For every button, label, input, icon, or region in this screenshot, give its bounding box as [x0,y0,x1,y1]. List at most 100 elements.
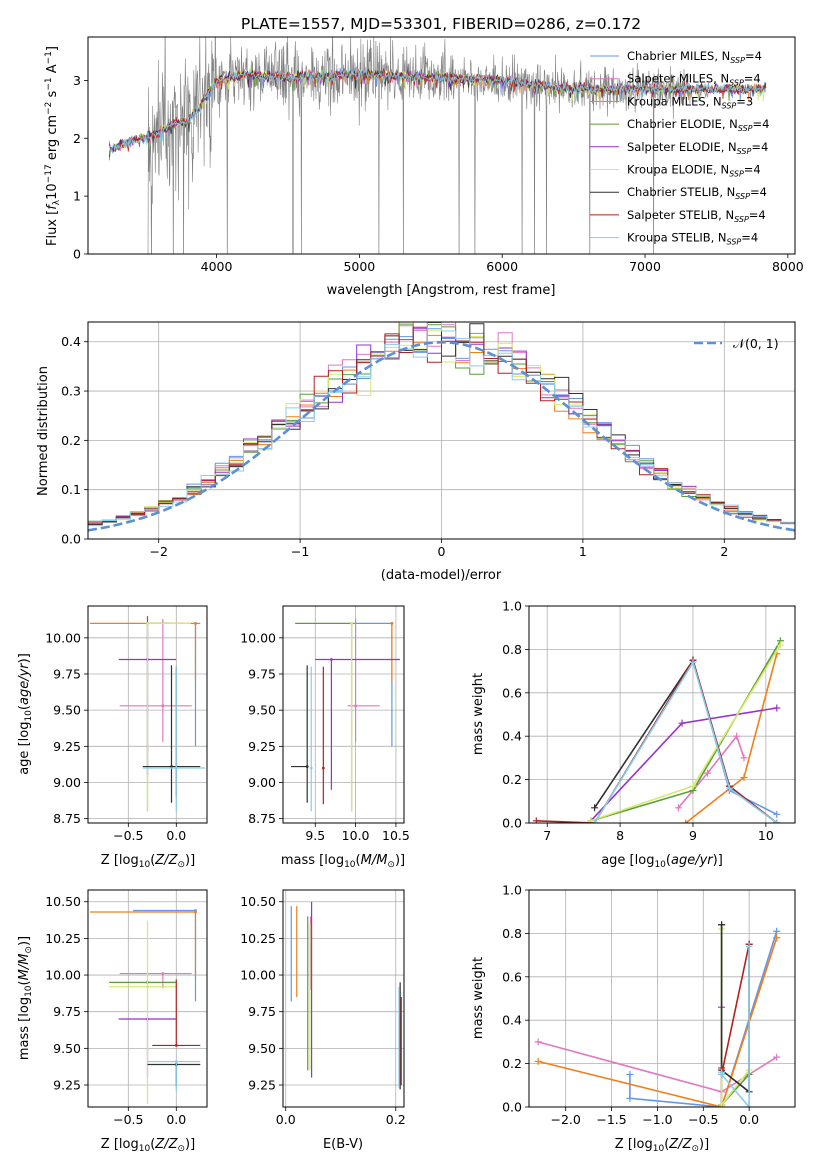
label-part: )] [185,1137,195,1152]
residual-histogram [88,322,795,539]
axes-frame [87,605,208,824]
weight-point-marker [534,1057,542,1065]
weight-point-marker [704,769,712,777]
label-part: 10 [45,183,60,200]
weight-point-marker [626,1070,634,1078]
data-point [174,1060,178,1063]
x-tick-label: 9 [689,828,697,843]
label-part: erg cm [45,115,60,164]
x-tick-label: 2 [720,544,728,559]
label-part: Z/Z [668,1137,692,1152]
label-part: )] [395,853,405,868]
y-tick-label: 9.75 [248,1004,276,1019]
label-part: Z [ [101,1137,119,1152]
label-part: 10 [24,710,34,722]
x-tick-label: −0.5 [688,1112,718,1127]
weight-point-marker [745,942,753,950]
y-tick-label: 10.00 [240,630,276,645]
y-tick-label: 10.00 [45,630,81,645]
weight-point-marker [733,732,741,740]
x-axis-label: age [log10(age/yr)] [601,853,723,870]
label-part: log [635,853,655,868]
figure-title: PLATE=1557, MJD=53301, FIBERID=0286, z=0… [241,15,641,33]
x-tick-label: −1 [291,544,309,559]
x-tick-label: −0.5 [113,828,143,843]
y-tick-label: 10.50 [240,894,276,909]
x-tick-label: 10 [758,828,774,843]
x-axis-label: wavelength [Angstrom, rest frame] [327,283,556,298]
weight-point-marker [718,921,726,929]
x-tick-label: 0.0 [276,1112,296,1127]
y-tick-label: 0.8 [502,926,522,941]
legend-label-text: Chabrier STELIB, N [627,185,735,199]
y-tick-label: 0.2 [61,433,81,448]
label-part: ⊙ [177,860,185,870]
y-axis-label: mass [log10(M/M⊙)] [17,936,34,1060]
label-part: ( [150,853,155,868]
legend-label-suffix: =4 [753,117,770,131]
legend-label-sub: SSP [729,79,744,88]
spectrum-panel: 4000 5000 6000 7000 8000 0 1 2 3 wavelength [Angs… [44,36,804,298]
label-part: ( [356,853,361,868]
label-part: −1 [44,77,54,90]
label-part: Flux [ [45,210,60,246]
model-spectrum-line [109,67,767,152]
y-tick-label: 9.50 [53,1041,81,1056]
plot-area [89,909,201,1105]
y-tick-label: 0.4 [502,1013,522,1028]
label-part: M/M [361,853,388,868]
weight-point-marker [773,819,781,823]
plot-area [532,637,784,823]
weight-point-marker [776,641,784,649]
y-axis-label: mass weight [471,957,486,1039]
weight-point-marker [745,1103,753,1107]
weight-point-marker [532,817,540,823]
y-tick-label: 0.0 [502,816,522,831]
axes-frame [528,889,796,1108]
label-part: )] [17,653,32,663]
label-part: Z [ [101,853,119,868]
y-tick-label: 9.00 [53,775,81,790]
label-part: f [45,203,60,210]
axes-frame [528,605,796,824]
y-axis-label: Normed distribution [36,366,51,496]
label-part: )] [699,1137,709,1152]
legend-label-text: Kroupa STELIB, N [627,231,727,245]
label-part: log [17,722,32,742]
x-tick-label: 0.2 [386,1112,406,1127]
legend-label-text: Kroupa ELODIE, N [627,163,729,177]
data-point [321,766,325,770]
x-tick-label: 8000 [772,259,804,274]
label-part: −17 [44,164,54,183]
plot-area [290,901,402,1090]
plot-area [89,616,206,812]
y-tick-label: 9.50 [248,1041,276,1056]
legend-label-sub: SSP [734,215,749,224]
label-part: ] [45,46,60,51]
legend-label: Kroupa MILES, NSSP=3 [627,94,753,110]
label-part: ⊙ [691,1144,699,1154]
y-tick-label: 9.25 [53,739,81,754]
x-tick-label: 0.0 [166,1112,186,1127]
mass-vs-extinction-panel: 0.0 0.2 9.25 9.50 9.75 10.00 10.25 10.50 E(B-V) [240,889,406,1152]
x-tick-label: −1.5 [596,1112,626,1127]
weight-point-marker [773,934,781,942]
normal-reference-curve [88,340,795,532]
weight-point-marker [587,817,595,823]
data-point [330,658,333,661]
grid-lines [283,606,404,823]
legend-label: Salpeter MILES, NSSP=4 [627,72,761,88]
weight-point-marker [773,704,781,712]
y-tick-label: 10.00 [45,968,81,983]
legend-label-text: Kroupa MILES, N [627,94,722,108]
label-part: ( [150,1137,155,1152]
label-part: 10 [344,860,356,870]
label-part: 10 [139,1144,151,1154]
x-tick-label: −2 [149,544,167,559]
label-part: Z/Z [154,1137,178,1152]
x-tick-label: 7 [543,828,551,843]
y-tick-label: 1.0 [502,883,522,898]
legend-label-sub: SSP [729,170,744,179]
